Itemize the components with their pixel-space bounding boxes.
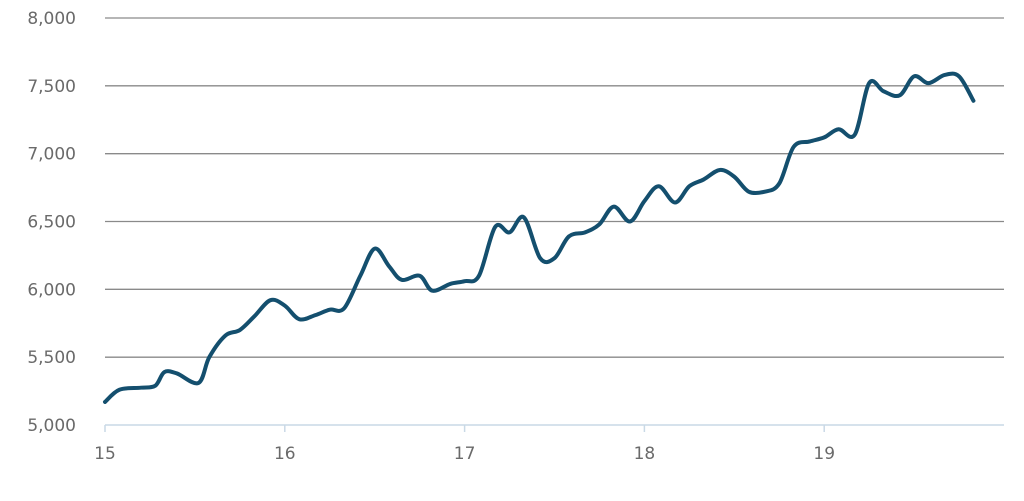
- y-axis-ticks: 5,000 5,500 6,000 6,500 7,000 7,500 8,000: [27, 9, 76, 436]
- y-tick-label: 7,500: [27, 77, 76, 97]
- x-tick-label: 18: [634, 444, 656, 464]
- y-tick-label: 5,500: [27, 348, 76, 368]
- x-tick-label: 16: [274, 444, 296, 464]
- y-tick-label: 8,000: [27, 9, 76, 29]
- y-tick-label: 7,000: [27, 145, 76, 165]
- y-tick-label: 6,500: [27, 213, 76, 233]
- y-tick-label: 6,000: [27, 280, 76, 300]
- series-line-0: [103, 71, 976, 404]
- x-axis-ticks: 15 16 17 18 19: [94, 425, 835, 464]
- y-tick-label: 5,000: [27, 416, 76, 436]
- x-tick-label: 17: [454, 444, 476, 464]
- x-tick-label: 19: [813, 444, 835, 464]
- gridlines: [105, 17, 1004, 358]
- series-layer: [103, 71, 976, 404]
- x-tick-label: 15: [94, 444, 116, 464]
